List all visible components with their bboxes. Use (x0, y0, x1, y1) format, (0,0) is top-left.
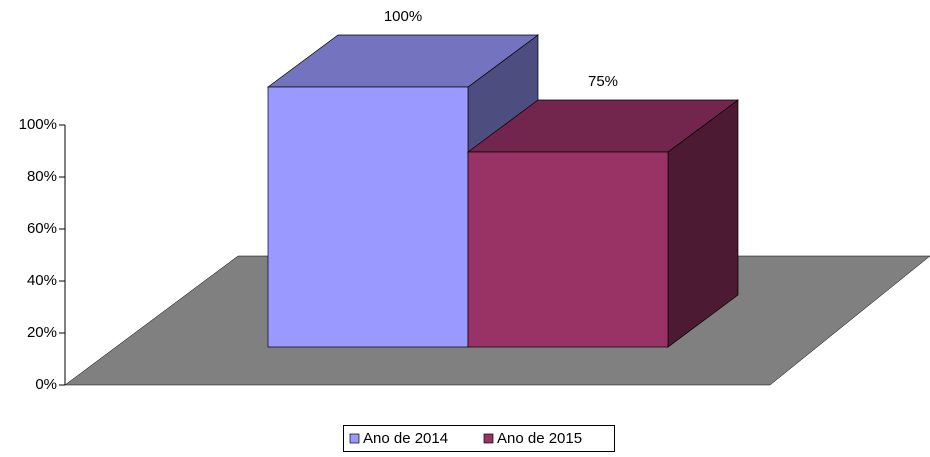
legend-swatch (483, 433, 494, 444)
legend (343, 425, 615, 452)
y-tick-label: 60% (27, 220, 57, 237)
data-label: 100% (384, 8, 422, 25)
legend-label: Ano de 2014 (363, 430, 448, 447)
legend-label: Ano de 2015 (497, 430, 582, 447)
bar (467, 151, 669, 348)
y-tick-label: 20% (27, 324, 57, 341)
y-tick-label: 0% (35, 376, 57, 393)
y-tick-label: 40% (27, 272, 57, 289)
y-tick-label: 100% (19, 116, 57, 133)
bar (267, 86, 469, 348)
data-label: 75% (588, 73, 618, 90)
legend-swatch (349, 433, 360, 444)
y-tick-label: 80% (27, 168, 57, 185)
